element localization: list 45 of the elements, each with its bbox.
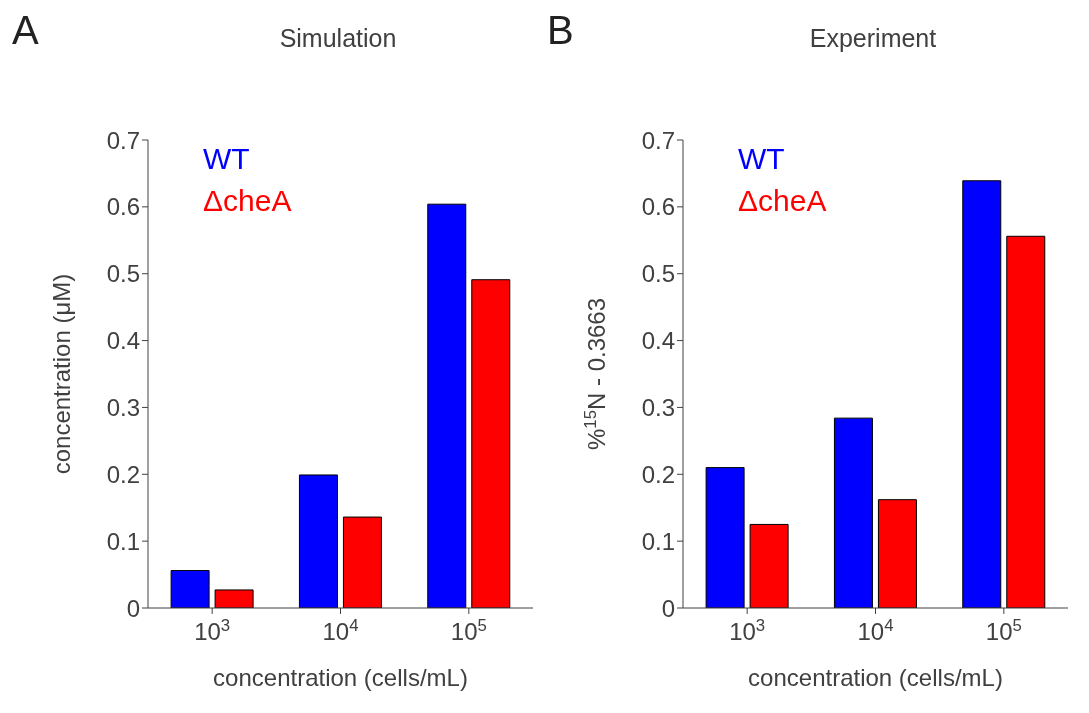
y-tick-label: 0.2	[106, 460, 140, 488]
text: B	[547, 8, 574, 53]
x-axis-title: concentration (cells/mL)	[748, 664, 1003, 691]
y-tick-label: 0.7	[106, 126, 140, 154]
x-axis-title: concentration (cells/mL)	[213, 664, 468, 691]
y-tick-label: 0.2	[641, 460, 675, 488]
bar	[962, 180, 1002, 608]
text: WT	[203, 141, 251, 177]
y-tick-label: 0.3	[641, 393, 675, 421]
text: WT	[738, 141, 786, 177]
text: ΔcheA	[203, 183, 292, 219]
bar	[298, 474, 338, 608]
y-tick-label: 0.1	[641, 527, 675, 555]
x-tick-label: 10$^{5}$	[985, 615, 1022, 645]
text: ΔcheA	[738, 183, 827, 219]
y-tick-label: 0.4	[106, 327, 140, 355]
y-tick-label: 0.1	[106, 527, 140, 555]
y-tick-label: 0	[661, 594, 675, 622]
bar	[214, 589, 254, 608]
chart-title: Simulation	[278, 24, 398, 53]
bar	[1006, 235, 1046, 608]
x-tick-label: 10$^{3}$	[194, 615, 231, 645]
y-axis-title: concentration (μM)	[48, 273, 75, 475]
y-tick-label: 0.7	[641, 126, 675, 154]
y-tick-label: 0.4	[641, 327, 675, 355]
y-tick-label: 0.6	[641, 193, 675, 221]
bar	[705, 467, 745, 608]
text: A	[12, 8, 39, 53]
bar	[427, 203, 467, 608]
bar	[877, 499, 917, 608]
chart-title: Experiment	[808, 24, 938, 53]
bar	[833, 417, 873, 608]
bar	[342, 516, 382, 608]
y-tick-label: 0.6	[106, 193, 140, 221]
bar	[471, 279, 511, 608]
x-tick-label: 10$^{4}$	[322, 615, 359, 645]
bar	[170, 570, 210, 608]
y-tick-label: 0.5	[641, 260, 675, 288]
x-tick-label: 10$^{5}$	[450, 615, 487, 645]
y-tick-label: 0	[126, 594, 140, 622]
bar	[749, 523, 789, 608]
y-tick-label: 0.5	[106, 260, 140, 288]
x-tick-label: 10$^{3}$	[729, 615, 766, 645]
y-tick-label: 0.3	[106, 393, 140, 421]
x-tick-label: 10$^{4}$	[857, 615, 894, 645]
